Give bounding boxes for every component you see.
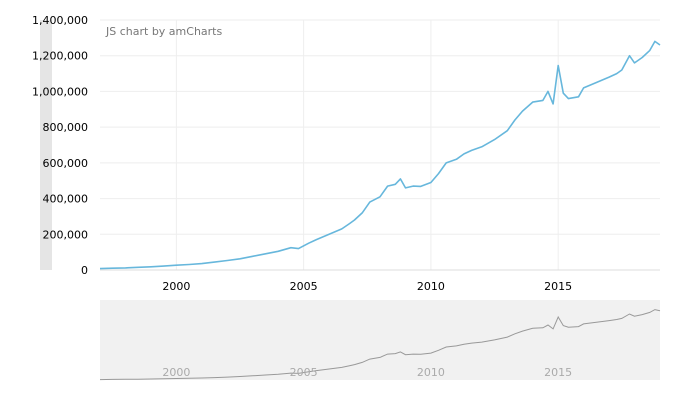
- x-tick-label: 2005: [290, 280, 318, 293]
- y-tick-label: 800,000: [43, 121, 89, 134]
- y-tick-label: 400,000: [43, 193, 89, 206]
- y-tick-label: 0: [81, 264, 88, 277]
- y-tick-label: 600,000: [43, 157, 89, 170]
- scrollbar-tick-label: 2000: [162, 366, 190, 379]
- x-tick-label: 2010: [417, 280, 445, 293]
- series-line: [99, 40, 661, 270]
- grid: [100, 19, 660, 271]
- y-tick-label: 200,000: [43, 228, 89, 241]
- scrollbar-background[interactable]: [100, 300, 660, 380]
- scrollbar[interactable]: 2000 2005 2010 2015: [99, 300, 661, 381]
- chart-credit[interactable]: JS chart by amCharts: [105, 25, 222, 38]
- scrollbar-series-line: [99, 309, 661, 381]
- scrollbar-labels: 2000 2005 2010 2015: [162, 366, 572, 379]
- x-tick-label: 2015: [544, 280, 572, 293]
- scrollbar-tick-label: 2010: [417, 366, 445, 379]
- y-axis-labels: 0 200,000 400,000 600,000 800,000 1,000,000 1,…: [32, 14, 88, 277]
- x-axis-labels: 2000 2005 2010 2015: [162, 280, 572, 293]
- y-tick-label: 1,000,000: [32, 85, 88, 98]
- y-tick-label: 1,400,000: [32, 14, 88, 27]
- y-axis-scrollbar[interactable]: [40, 20, 52, 270]
- y-tick-label: 1,200,000: [32, 50, 88, 63]
- x-tick-label: 2000: [162, 280, 190, 293]
- scrollbar-tick-label: 2015: [544, 366, 572, 379]
- scrollbar-tick-label: 2005: [290, 366, 318, 379]
